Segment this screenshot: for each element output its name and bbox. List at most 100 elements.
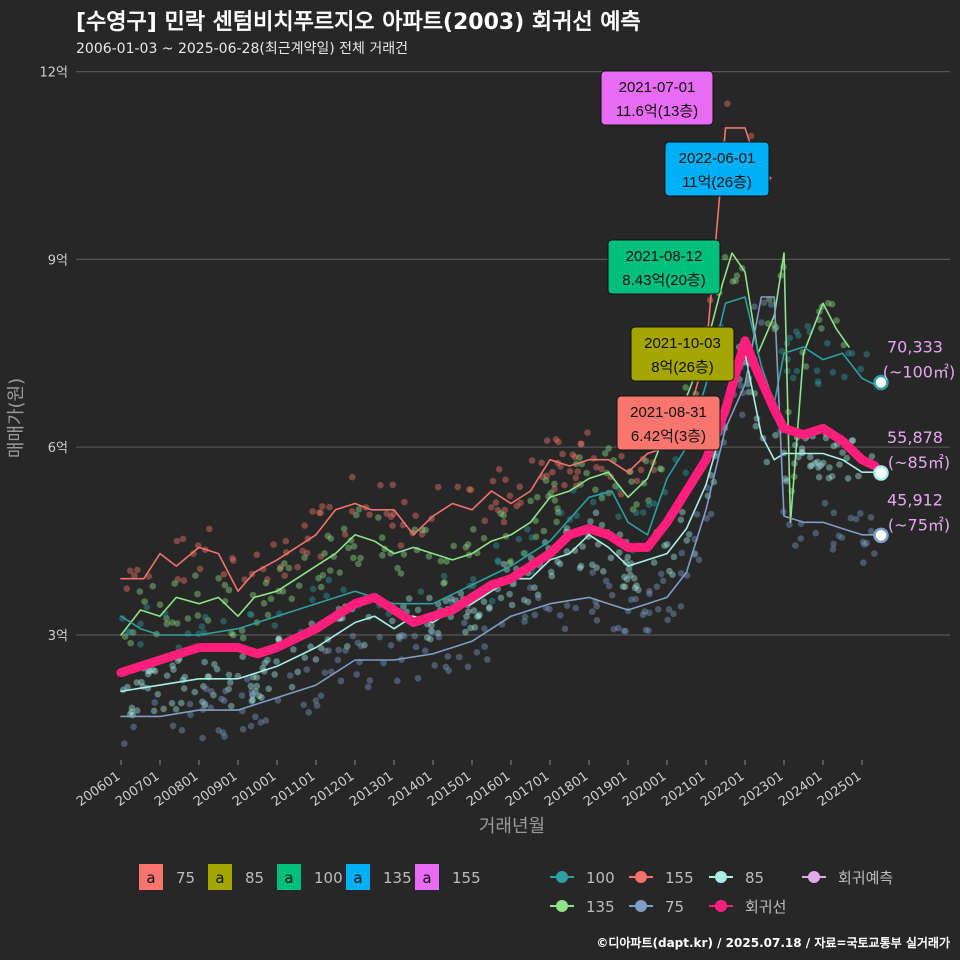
scatter-point <box>300 701 308 709</box>
scatter-point <box>615 513 622 520</box>
scatter-point <box>136 588 144 595</box>
scatter-point <box>186 700 194 708</box>
scatter-point <box>295 582 303 589</box>
scatter-point <box>480 598 488 605</box>
scatter-point <box>494 558 502 566</box>
legend-dot <box>635 900 647 912</box>
scatter-point <box>323 592 330 600</box>
scatter-point <box>206 525 213 533</box>
chart-title: [수영구] 민락 센텀비치푸르지오 아파트(2003) 회귀선 예측 <box>76 10 641 35</box>
scatter-point <box>795 332 802 339</box>
scatter-point <box>249 673 257 681</box>
scatter-point <box>465 608 472 615</box>
scatter-point <box>830 540 837 548</box>
scatter-point <box>868 453 876 460</box>
scatter-point <box>126 629 134 636</box>
scatter-point <box>572 604 579 612</box>
scatter-point <box>222 687 229 695</box>
scatter-point <box>772 432 779 439</box>
scatter-point <box>275 635 282 643</box>
scatter-point <box>792 542 799 549</box>
scatter-point <box>325 576 333 584</box>
scatter-point <box>394 564 401 572</box>
callout-price: 11억(26층) <box>682 174 752 191</box>
scatter-point <box>682 469 690 477</box>
scatter-point <box>664 616 671 624</box>
scatter-point <box>721 253 729 261</box>
scatter-point <box>239 726 247 733</box>
scatter-point <box>169 662 176 669</box>
scatter-point <box>556 560 564 568</box>
scatter-point <box>624 553 631 561</box>
scatter-point <box>286 672 294 679</box>
scatter-point <box>480 534 488 542</box>
scatter-point <box>219 729 227 736</box>
scatter-point <box>657 570 665 578</box>
scatter-point <box>401 498 408 506</box>
callout-price: 6.42억(3층) <box>631 428 706 445</box>
scatter-point <box>253 551 261 559</box>
scatter-point <box>258 694 265 701</box>
y-tick-label: 12억 <box>39 66 68 81</box>
scatter-point <box>543 472 551 480</box>
scatter-point <box>199 734 206 742</box>
scatter-point <box>590 498 597 506</box>
scatter-point <box>739 411 746 419</box>
scatter-point <box>133 679 141 686</box>
scatter-point <box>450 542 458 550</box>
series-line-회귀선 <box>116 336 880 678</box>
scatter-point <box>316 509 323 516</box>
scatter-point <box>640 509 647 516</box>
scatter-point <box>412 512 419 519</box>
scatter-point <box>572 474 580 482</box>
scatter-point <box>238 627 246 634</box>
scatter-point <box>353 671 361 678</box>
scatter-point <box>348 508 356 515</box>
scatter-point <box>495 466 503 473</box>
scatter-point <box>154 691 162 698</box>
scatter-point <box>828 300 836 308</box>
scatter-point <box>628 596 635 603</box>
scatter-point <box>467 624 474 632</box>
scatter-point <box>221 697 228 704</box>
scatter-point <box>507 558 514 565</box>
scatter-point <box>196 565 204 573</box>
scatter-point <box>395 633 403 640</box>
scatter-point <box>129 711 136 719</box>
scatter-point <box>633 477 641 485</box>
scatter-point <box>447 595 455 602</box>
prediction-unit: (~85㎡) <box>888 453 950 472</box>
scatter-point <box>163 672 171 679</box>
prediction-unit: (~100㎡) <box>883 363 955 382</box>
scatter-point <box>466 486 473 493</box>
scatter-point <box>169 722 177 730</box>
scatter-point <box>211 661 218 668</box>
scatter-point <box>317 583 325 591</box>
x-tick-label: 200801 <box>152 769 201 810</box>
scatter-point <box>632 595 639 603</box>
scatter-point <box>184 615 192 622</box>
scatter-point <box>860 559 867 566</box>
scatter-point <box>194 590 201 598</box>
scatter-point <box>554 505 561 512</box>
scatter-point <box>170 666 177 673</box>
scatter-point <box>273 658 280 665</box>
scatter-point <box>246 610 254 618</box>
callout-labels: 2021-07-01 11.6억(13층) 2022-06-01 11억(26층) 20… <box>600 70 770 451</box>
scatter-point <box>239 634 247 642</box>
scatter-point <box>190 550 197 557</box>
legend-swatch <box>415 864 439 890</box>
scatter-point <box>670 553 678 561</box>
scatter-point <box>282 537 290 545</box>
legend-dot <box>715 871 727 883</box>
scatter-point <box>557 509 565 517</box>
scatter-point <box>201 700 209 707</box>
scatter-point <box>294 563 301 571</box>
scatter-point <box>527 497 534 505</box>
x-tick-label: 202201 <box>698 769 747 810</box>
scatter-point <box>123 585 131 592</box>
scatter-point <box>793 367 801 375</box>
scatter-point <box>315 574 322 582</box>
scatter-point <box>149 666 157 674</box>
scatter-point <box>631 575 638 582</box>
